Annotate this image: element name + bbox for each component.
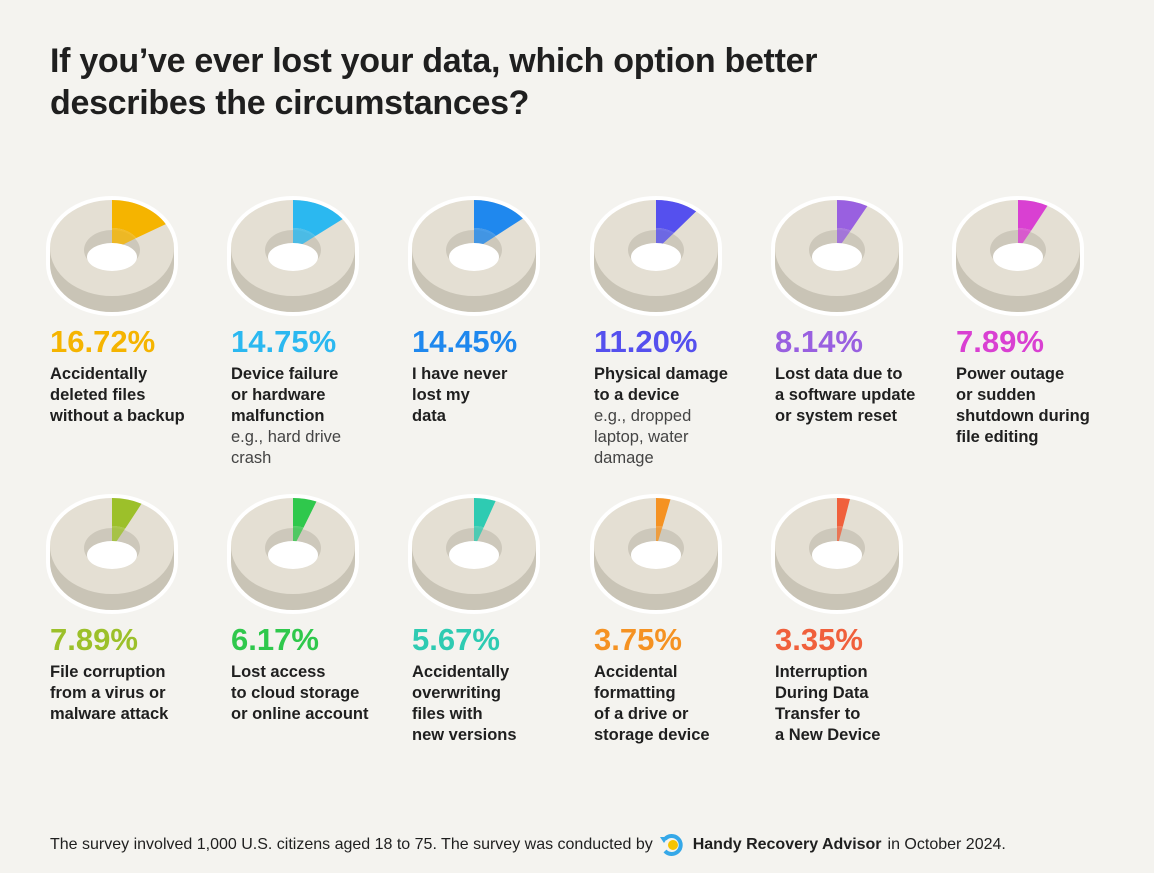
percent-label: 5.67% — [412, 622, 500, 657]
chart-item: 8.14% Lost data due to a software update … — [771, 188, 956, 427]
percent-label: 16.72% — [50, 324, 156, 359]
donut-chart — [227, 494, 359, 614]
percent-label: 7.89% — [956, 324, 1044, 359]
donut-slice — [474, 200, 523, 236]
donut-hole — [631, 541, 681, 569]
chart-item: 7.89% File corruption from a virus or mal… — [46, 486, 231, 725]
donut-hole — [268, 541, 318, 569]
donut-chart — [771, 196, 903, 316]
percent-label: 8.14% — [775, 324, 863, 359]
donut-chart — [46, 196, 178, 316]
category-label: Accidental formatting of a drive or stor… — [594, 663, 710, 744]
percent-label: 14.45% — [412, 324, 518, 359]
footer-text: The survey involved 1,000 U.S. citizens … — [50, 836, 653, 853]
donut-slice — [656, 498, 671, 527]
chart-item: 16.72% Accidentally deleted files without… — [46, 188, 231, 427]
category-label: Power outage or sudden shutdown during f… — [956, 365, 1090, 446]
category-note: e.g., hard drive crash — [231, 428, 342, 467]
donut-hole — [631, 243, 681, 271]
percent-label: 6.17% — [231, 622, 319, 657]
donut-slice — [656, 200, 697, 233]
donut-hole — [87, 541, 137, 569]
category-label: Physical damage to a device — [594, 365, 728, 404]
chart-item: 5.67% Accidentally overwriting files with… — [408, 486, 593, 746]
category-label: Interruption During Data Transfer to a N… — [775, 663, 881, 744]
percent-label: 3.35% — [775, 622, 863, 657]
donut-slice — [837, 498, 850, 527]
percent-label: 3.75% — [594, 622, 682, 657]
handy-recovery-logo-icon — [659, 834, 683, 856]
donut-hole — [993, 243, 1043, 271]
percent-label: 14.75% — [231, 324, 337, 359]
donut-slice — [837, 200, 868, 231]
category-note: e.g., dropped laptop, water damage — [594, 407, 692, 467]
donut-slice — [112, 200, 166, 239]
donut-chart — [590, 494, 722, 614]
donut-chart — [952, 196, 1084, 316]
category-label: Accidentally overwriting files with new … — [412, 663, 517, 744]
donut-chart — [227, 196, 359, 316]
donut-slice — [293, 498, 317, 528]
donut-hole — [812, 541, 862, 569]
donut-hole — [449, 243, 499, 271]
category-label: Accidentally deleted files without a bac… — [50, 365, 185, 425]
footer: The survey involved 1,000 U.S. citizens … — [50, 833, 1006, 857]
footer-date: in October 2024. — [887, 836, 1006, 853]
donut-chart — [590, 196, 722, 316]
percent-label: 11.20% — [594, 324, 698, 359]
category-label: File corruption from a virus or malware … — [50, 663, 169, 723]
chart-item: 14.45% I have never lost my data — [408, 188, 593, 427]
chart-item: 11.20% Physical damage to a device e.g., d… — [590, 188, 775, 469]
chart-item: 7.89% Power outage or sudden shutdown dur… — [952, 188, 1137, 448]
chart-item: 3.35% Interruption During Data Transfer t… — [771, 486, 956, 746]
footer-brand: Handy Recovery Advisor — [692, 836, 882, 853]
category-label: Lost data due to a software update or sy… — [775, 365, 916, 425]
donut-slice — [293, 200, 343, 236]
donut-slice — [1018, 200, 1048, 231]
donut-slice — [474, 498, 496, 528]
category-label: Lost access to cloud storage or online a… — [231, 663, 369, 723]
donut-hole — [812, 243, 862, 271]
chart-item: 6.17% Lost access to cloud storage or onl… — [227, 486, 412, 725]
category-label: Device failure or hardware malfunction — [231, 365, 339, 425]
chart-title: If you’ve ever lost your data, which opt… — [50, 42, 818, 122]
category-label: I have never lost my data — [412, 365, 508, 425]
chart-item: 14.75% Device failure or hardware malfunc… — [227, 188, 412, 469]
donut-chart — [771, 494, 903, 614]
donut-chart — [46, 494, 178, 614]
donut-hole — [268, 243, 318, 271]
chart-item: 3.75% Accidental formatting of a drive or… — [590, 486, 775, 746]
donut-hole — [87, 243, 137, 271]
donut-slice — [112, 498, 142, 529]
donut-hole — [449, 541, 499, 569]
donut-chart — [408, 494, 540, 614]
percent-label: 7.89% — [50, 622, 138, 657]
donut-chart — [408, 196, 540, 316]
